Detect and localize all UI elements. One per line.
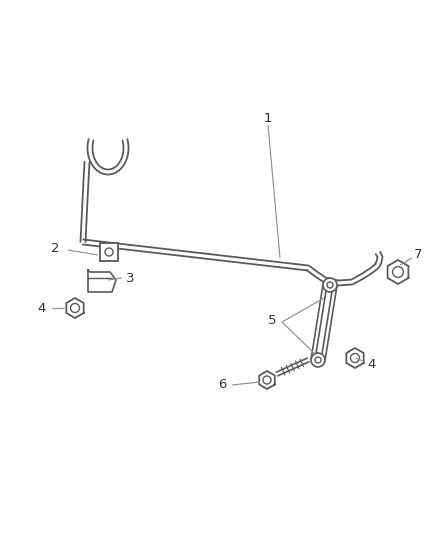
Text: 6: 6 bbox=[218, 378, 226, 392]
Circle shape bbox=[311, 353, 325, 367]
Text: 7: 7 bbox=[414, 248, 422, 262]
Polygon shape bbox=[259, 371, 275, 389]
Text: 4: 4 bbox=[38, 302, 46, 314]
Polygon shape bbox=[66, 298, 84, 318]
Bar bbox=[100, 243, 118, 261]
Text: 4: 4 bbox=[368, 359, 376, 372]
Polygon shape bbox=[88, 270, 116, 292]
Circle shape bbox=[71, 303, 80, 312]
Polygon shape bbox=[346, 348, 364, 368]
Circle shape bbox=[105, 248, 113, 256]
Text: 1: 1 bbox=[264, 111, 272, 125]
Polygon shape bbox=[388, 260, 408, 284]
Circle shape bbox=[315, 357, 321, 363]
Circle shape bbox=[323, 278, 337, 292]
Circle shape bbox=[350, 353, 360, 362]
Circle shape bbox=[263, 376, 271, 384]
Circle shape bbox=[327, 282, 333, 288]
Circle shape bbox=[392, 266, 403, 277]
Text: 5: 5 bbox=[268, 313, 276, 327]
Text: 2: 2 bbox=[51, 241, 59, 254]
Text: 3: 3 bbox=[126, 271, 134, 285]
